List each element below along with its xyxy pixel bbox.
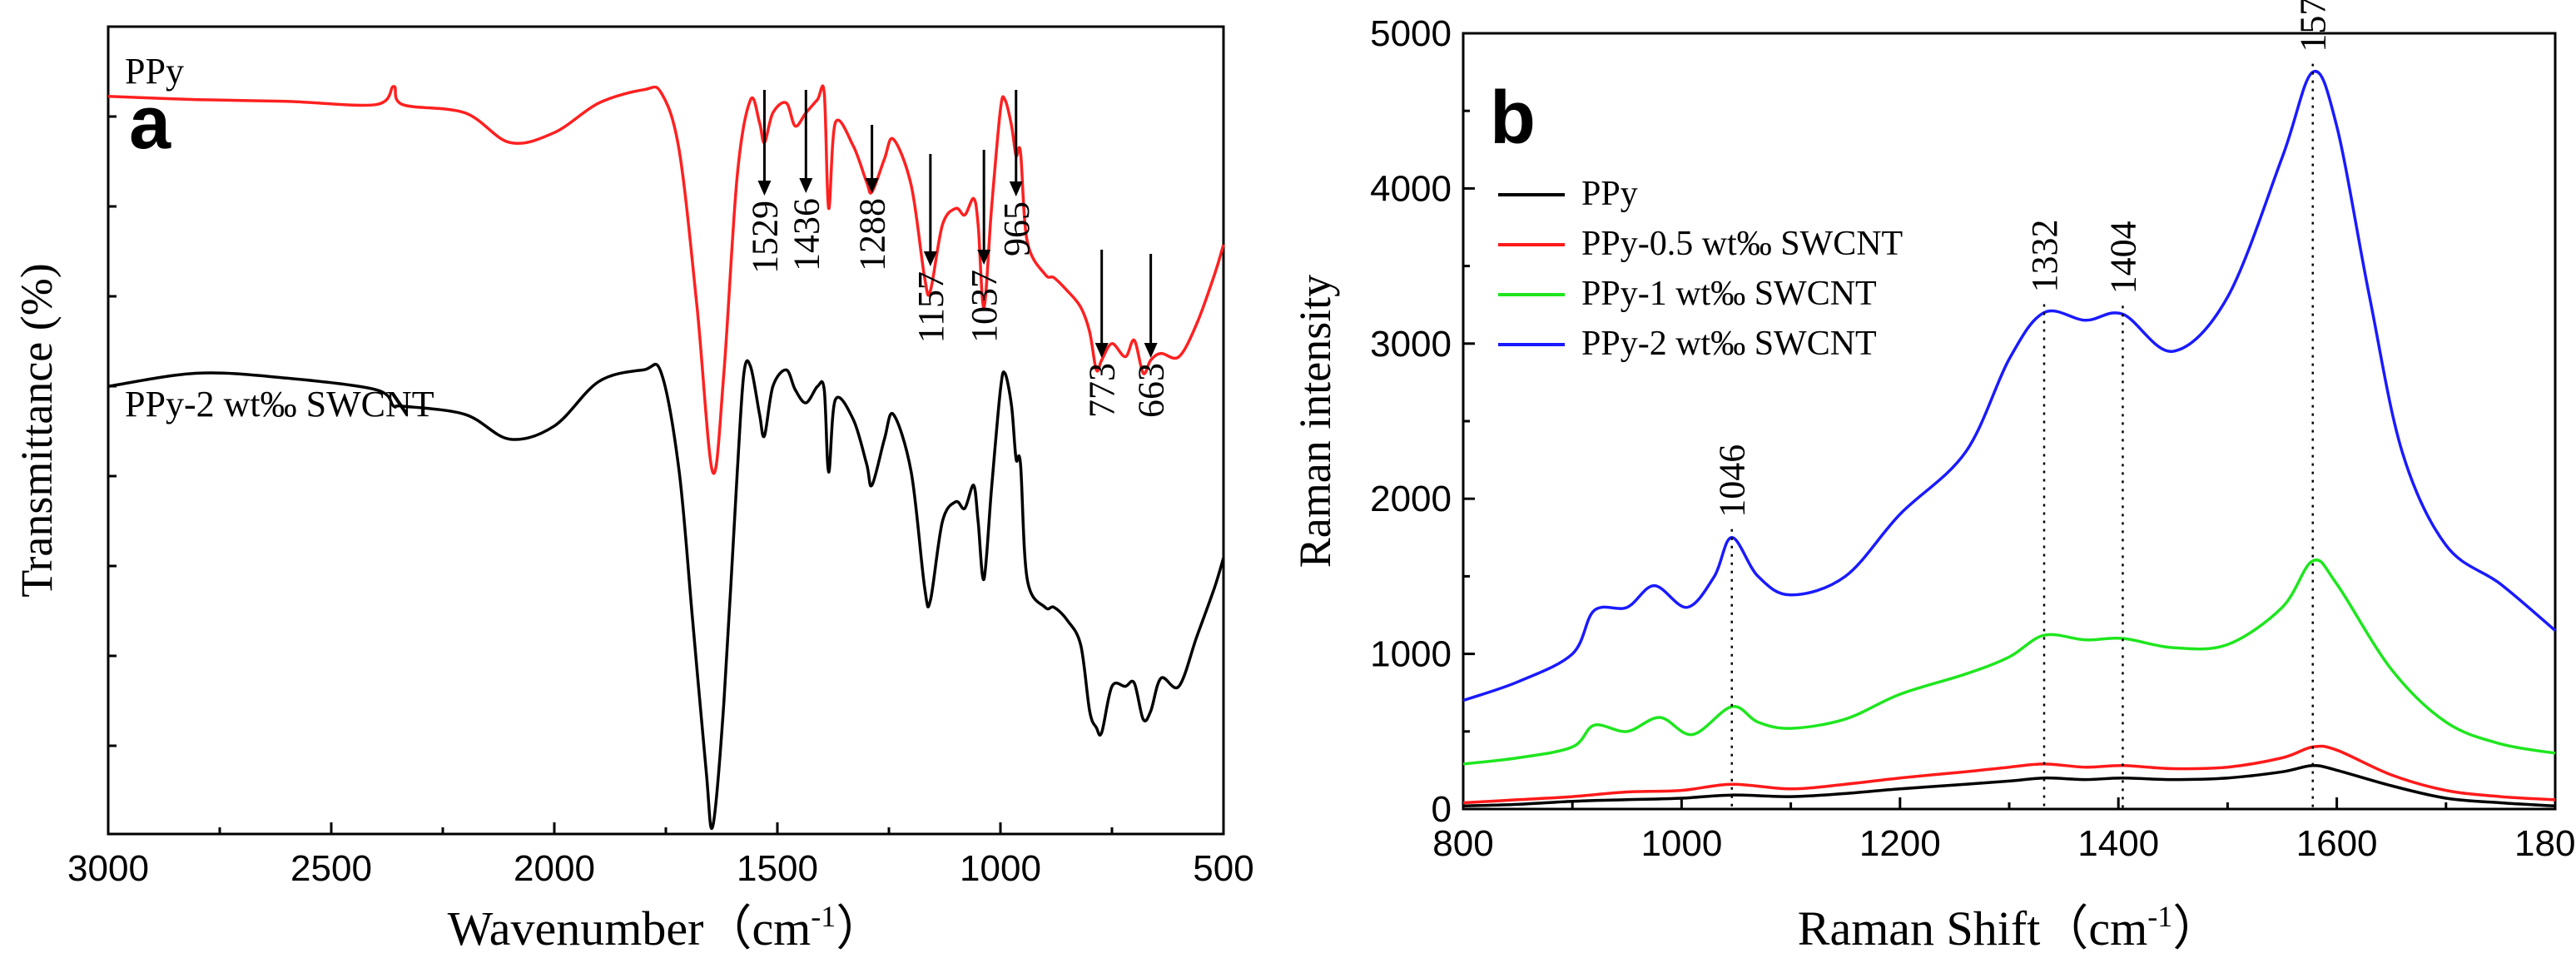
panel-b-peak-label: 1404	[2102, 221, 2143, 294]
panel-a-plot-frame	[107, 25, 1225, 836]
panel-a-peak-label: 965	[996, 201, 1037, 256]
panel-b-x-tick-label: 1000	[1640, 823, 1722, 864]
panel-a-xlabel-close: ）	[836, 901, 884, 956]
panel-a-arrow-head	[757, 181, 772, 196]
panel-a-xlabel-text: Wavenumber	[448, 901, 704, 956]
panel-b-y-tick-label: 2000	[1370, 479, 1452, 519]
panel-a-x-tick-label: 2000	[514, 848, 595, 889]
panel-a-annotations: 1529 1436 1288 1157 1037 965 773 663	[744, 90, 1172, 418]
panel-a-xlabel-sup: -1	[811, 900, 836, 933]
panel-a-arrow-head	[1144, 343, 1158, 358]
panel-a-x-tick-label: 3000	[67, 848, 149, 889]
panel-a-arrow-head	[923, 251, 937, 266]
panel-a-x-tick-label: 1000	[960, 848, 1041, 889]
panel-a-series-1	[107, 359, 1225, 831]
panel-b-annotations: 1046 1332 1404 1578	[1712, 0, 2334, 809]
panel-b-x-tick-label: 1200	[1859, 823, 1941, 864]
panel-a-arrow-head	[977, 250, 991, 265]
panel-b-plot-frame	[1462, 32, 2557, 811]
panel-b-legend-label: PPy-0.5 wt‰ SWCNT	[1581, 225, 1903, 263]
panel-b-series-1	[1462, 744, 2556, 805]
panel-a: 3000 2500 2000 1500 1000 500 1529 1436 1288 1157…	[12, 25, 1254, 956]
panel-a-peak-label: 1436	[786, 198, 826, 271]
panel-a-peak-label: 1288	[852, 198, 893, 271]
panel-a-peak-label: 1037	[964, 270, 1005, 343]
panel-b-peak-label: 1578	[2293, 0, 2334, 52]
panel-a-letter: a	[129, 82, 171, 165]
panel-a-x-tick-label: 1500	[737, 848, 818, 889]
panel-a-x-ticks: 3000 2500 2000 1500 1000 500	[67, 115, 1254, 889]
panel-a-arrow-head	[1094, 343, 1109, 358]
panel-a-peak-label: 663	[1131, 363, 1172, 418]
panel-b-legend-label: PPy	[1581, 175, 1638, 213]
panel-b-x-tick-label: 1400	[2077, 823, 2159, 864]
panel-a-arrow-head	[1009, 181, 1023, 196]
panel-b-xlabel-unit: （cm	[2040, 901, 2147, 956]
panel-b-y-tick-label: 4000	[1370, 168, 1452, 209]
panel-b-legend: PPy PPy-0.5 wt‰ SWCNT PPy-1 wt‰ SWCNT PPy-2…	[1498, 175, 1903, 363]
panel-b-legend-label: PPy-2 wt‰ SWCNT	[1581, 325, 1877, 363]
panel-b-y-tick-label: 3000	[1370, 324, 1452, 365]
panel-b-xlabel-close: ）	[2172, 901, 2221, 956]
panel-b-y-tick-label: 5000	[1370, 13, 1452, 54]
panel-b-series-0	[1462, 764, 2556, 808]
panel-b-letter: b	[1490, 77, 1536, 160]
panel-b-ylabel: Raman intensity	[1290, 275, 1340, 568]
panel-b-x-tick-label: 800	[1432, 823, 1493, 864]
panel-b-peak-label: 1046	[1712, 444, 1753, 518]
panel-b-y-tick-label: 0	[1432, 789, 1452, 830]
panel-a-ylabel: Transmittance (%)	[12, 263, 62, 597]
panel-b-xlabel: Raman Shift（cm-1）	[1798, 900, 2221, 956]
panel-a-peak-label: 1529	[744, 201, 785, 274]
panel-b-legend-label: PPy-1 wt‰ SWCNT	[1581, 275, 1877, 313]
panel-b-series-2	[1462, 558, 2556, 766]
panel-a-xlabel: Wavenumber（cm-1）	[448, 900, 885, 956]
panel-a-peak-label: 773	[1082, 363, 1123, 418]
panel-a-x-tick-label: 2500	[290, 848, 372, 889]
panel-b-xlabel-sup: -1	[2147, 900, 2172, 933]
panel-a-arrow-head	[865, 178, 879, 193]
panel-a-series-0	[107, 84, 1225, 475]
panel-a-peak-label: 1157	[911, 271, 951, 343]
panel-b-y-tick-label: 1000	[1370, 634, 1452, 675]
panel-a-xlabel-unit: （cm	[703, 901, 811, 956]
panel-a-series-label-swcnt: PPy-2 wt‰ SWCNT	[125, 384, 434, 424]
panel-b-x-tick-label: 1600	[2296, 823, 2378, 864]
panel-b-series-3	[1462, 70, 2557, 702]
panel-a-arrow-head	[799, 178, 813, 193]
panel-a-curves	[107, 84, 1225, 831]
panel-a-series-label-ppy: PPy	[125, 51, 184, 92]
panel-b-xlabel-text: Raman Shift	[1798, 901, 2041, 956]
panel-a-x-tick-label: 500	[1193, 848, 1253, 889]
panel-b-peak-label: 1332	[2024, 220, 2065, 293]
